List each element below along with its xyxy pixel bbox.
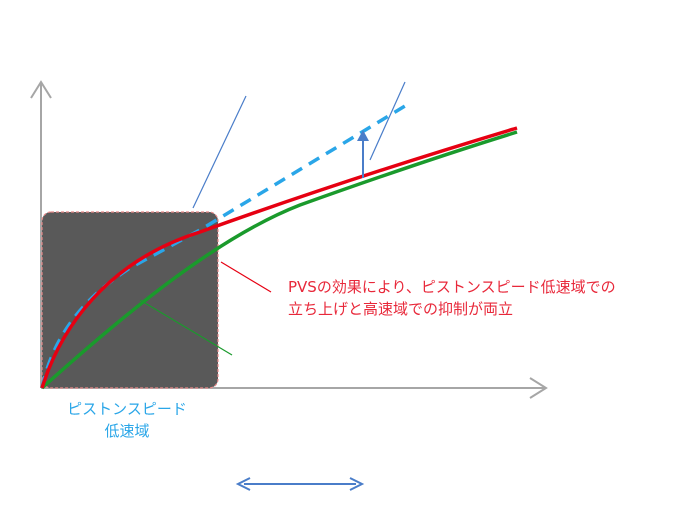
double-arrow-right-head (349, 477, 365, 491)
red-curve (40, 126, 518, 389)
double-arrow-left-head (235, 477, 251, 491)
pvs-effect-annotation: PVSの効果により、ピストンスピード低速域での 立ち上げと高速域での抑制が両立 (288, 276, 616, 320)
blue-leader-line-2 (369, 81, 406, 161)
green-curve (40, 130, 518, 390)
low-speed-label-line-2: 低速域 (104, 422, 150, 440)
blue-leader-line-1 (192, 95, 247, 209)
y-axis-arrowhead (30, 80, 52, 99)
pvs-effect-line-2: 立ち上げと高速域での抑制が両立 (288, 300, 514, 318)
green-leader-line (139, 299, 233, 356)
up-arrow-head (357, 130, 369, 141)
low-speed-region-box (41, 211, 219, 389)
red-leader-line (220, 261, 272, 293)
low-speed-label-line-1: ピストンスピード (67, 400, 187, 418)
low-speed-region-label: ピストンスピード 低速域 (52, 398, 202, 442)
pvs-effect-line-1: PVSの効果により、ピストンスピード低速域での (288, 278, 616, 296)
x-axis-arrowhead (529, 377, 548, 399)
